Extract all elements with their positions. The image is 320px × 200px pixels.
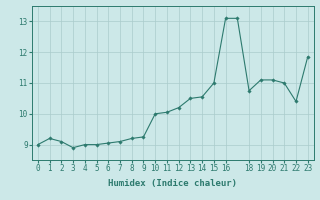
X-axis label: Humidex (Indice chaleur): Humidex (Indice chaleur)	[108, 179, 237, 188]
